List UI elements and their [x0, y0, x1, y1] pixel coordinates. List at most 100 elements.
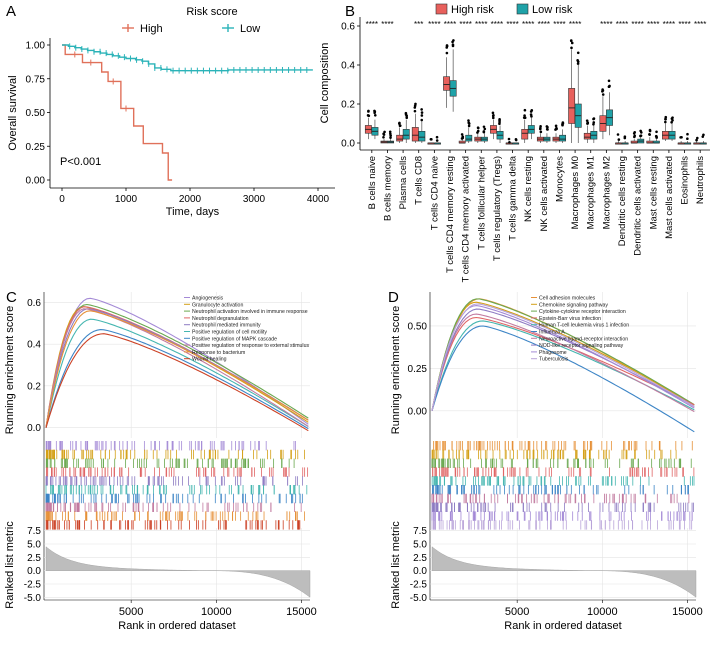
b-outlier — [445, 46, 449, 49]
a-y-tick-label: 1.00 — [26, 41, 46, 52]
b-outlier — [389, 132, 392, 136]
b-outlier — [508, 141, 511, 144]
b-box — [443, 76, 450, 91]
d-es-curve — [431, 325, 695, 433]
b-significance: **** — [491, 20, 503, 29]
d-es-curve — [431, 305, 695, 411]
c-legend-label: Response to bacterium — [192, 350, 245, 356]
a-x-tick-label: 1000 — [115, 194, 138, 205]
c-es-curve — [45, 333, 309, 432]
b-y-tick-label: 0.6 — [341, 22, 355, 33]
b-x-tick-label: Monocytes — [554, 156, 565, 202]
panel-d: 0.00 0.25 0.50 Running enrichment score Cell… — [390, 292, 703, 632]
b-outlier — [482, 130, 486, 134]
b-outlier — [405, 114, 408, 118]
b-outlier — [429, 137, 433, 141]
b-y-tick-label: 0.2 — [341, 100, 355, 111]
d-legend-label: Tuberculosis — [539, 357, 569, 363]
c-legend-label: Neutrophil activation involved in immune… — [192, 309, 308, 315]
a-y-tick-label: 0.25 — [26, 142, 46, 153]
d-legend-label: Cell adhesion molecules — [539, 296, 596, 302]
b-outlier — [523, 108, 527, 112]
b-outlier — [654, 134, 658, 138]
c-legend-label: Neutrophil degranulation — [192, 316, 249, 322]
c-es-tick-label: 0.4 — [27, 340, 41, 351]
b-x-tick-label: T cells CD4 memory resting — [445, 156, 456, 273]
b-outlier — [539, 125, 542, 128]
b-outlier — [507, 137, 511, 141]
c-es-curve — [45, 303, 309, 428]
b-outlier — [701, 135, 705, 138]
b-outlier — [607, 79, 611, 83]
panel-label-d: D — [388, 289, 399, 306]
b-outlier — [586, 121, 590, 125]
panel-b: 0.0 0.2 0.4 0.6 Cell composition High risk Low… — [319, 3, 710, 283]
d-es-curve — [431, 313, 695, 413]
b-outlier — [670, 121, 673, 124]
d-legend-label: Phagosome — [539, 350, 567, 356]
b-outlier — [561, 121, 565, 124]
a-y-tick-label: 0.75 — [26, 74, 46, 85]
b-x-tick-label: Dendritic cells activated — [633, 156, 644, 256]
c-metric-tick-label: -5.0 — [24, 593, 42, 604]
b-x-tick-label: T cells CD4 memory activated — [461, 156, 472, 283]
b-box — [418, 131, 426, 142]
b-outlier — [382, 133, 386, 136]
b-outlier — [592, 117, 596, 120]
b-outlier — [648, 133, 651, 136]
b-significance: **** — [444, 20, 456, 29]
d-metric-axis-title: Ranked list metric — [390, 521, 402, 609]
c-es-curve — [45, 318, 309, 428]
b-outlier — [460, 133, 464, 136]
d-es-curve — [431, 301, 695, 411]
b-outlier — [592, 122, 595, 126]
a-x-axis-title: Time, days — [166, 206, 220, 218]
c-es-tick-label: 0.6 — [27, 298, 41, 309]
b-x-tick-label: Macrophages M1 — [586, 156, 597, 229]
b-outlier — [483, 127, 487, 131]
c-legend-label: Positive regulation of MAPK cascade — [192, 336, 277, 342]
d-legend-label: Cytokine-cytokine receptor interaction — [539, 309, 626, 315]
b-y-axis-title: Cell composition — [319, 43, 331, 124]
b-outlier — [467, 121, 471, 124]
b-box — [402, 129, 410, 140]
c-metric-tick-label: -2.5 — [24, 580, 42, 591]
b-outlier — [640, 131, 643, 134]
d-legend-label: Human T-cell leukemia virus 1 infection — [539, 323, 629, 329]
b-x-tick-label: Mast cells activated — [664, 156, 675, 239]
d-legend-label: NOD-like receptor signaling pathway — [539, 343, 624, 349]
b-outlier — [617, 138, 621, 141]
b-y-tick-label: 0.0 — [341, 139, 355, 150]
b-x-tick-label: Neutrophils — [695, 156, 706, 204]
b-outlier — [467, 119, 470, 122]
b-outlier — [435, 135, 439, 139]
b-x-tick-label: Mast cells resting — [648, 156, 659, 229]
b-outlier — [373, 113, 377, 117]
b-significance: **** — [678, 20, 690, 29]
b-x-tick-label: B cells memory — [382, 156, 393, 221]
b-significance: **** — [600, 20, 612, 29]
b-box — [559, 134, 567, 142]
b-outlier — [367, 110, 370, 113]
panel-label-c: C — [6, 289, 17, 306]
b-outlier — [383, 130, 386, 134]
d-metric-tick-label: 7.5 — [413, 526, 427, 537]
c-legend-label: Positive regulation of response to exter… — [192, 343, 309, 349]
c-metric-axis-title: Ranked list metric — [4, 521, 16, 609]
c-metric-area — [45, 546, 311, 598]
a-x-tick-label: 0 — [59, 194, 65, 205]
d-x-axis-title: Rank in ordered dataset — [504, 620, 621, 632]
a-x-tick-label: 4000 — [307, 194, 330, 205]
c-metric-tick-label: 7.5 — [27, 526, 41, 537]
b-significance: **** — [506, 20, 518, 29]
a-curve-low — [62, 44, 313, 72]
b-outlier — [413, 106, 417, 109]
a-y-tick-label: 0.50 — [26, 108, 46, 119]
c-es-curve — [45, 310, 309, 428]
b-x-tick-label: Dendritic cells resting — [617, 156, 628, 246]
b-significance: **** — [381, 20, 393, 29]
b-outlier — [696, 136, 699, 140]
b-outlier — [633, 130, 637, 134]
b-outlier — [420, 111, 424, 114]
